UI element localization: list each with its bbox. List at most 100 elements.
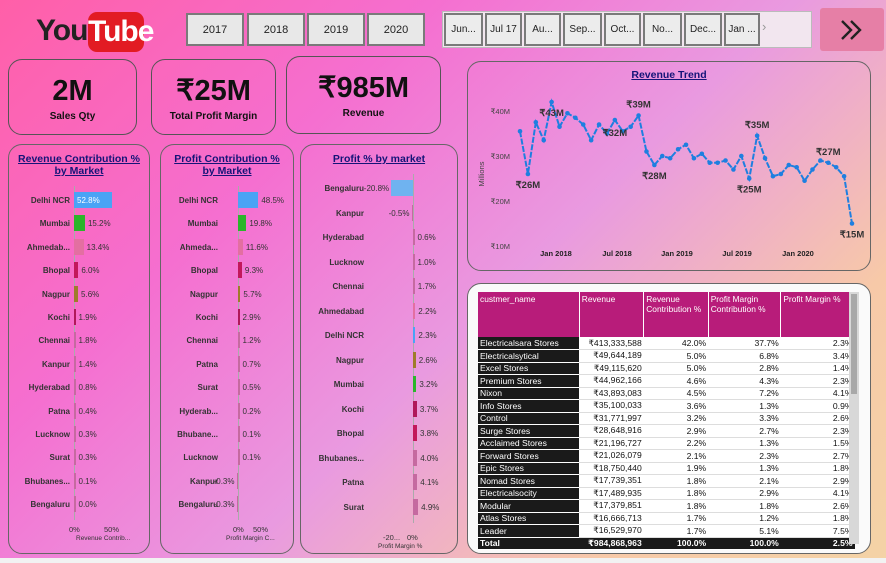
bar[interactable] [74,355,76,372]
scrollbar-thumb[interactable] [851,294,857,394]
table-row[interactable]: Leader ₹16,529,970 1.7% 5.1% 7.5% [478,524,855,538]
customer-name-cell: Electricalsocity [478,487,580,500]
kpi-value: ₹985M [318,72,409,104]
bar[interactable] [74,238,84,255]
bar[interactable] [74,426,76,442]
bar[interactable] [411,204,413,221]
bar[interactable] [238,192,259,208]
bar[interactable] [74,472,76,489]
bar[interactable] [413,425,417,441]
bar[interactable] [74,332,76,349]
bar[interactable] [238,262,242,279]
column-header[interactable]: Profit Margin Contribution % [708,292,782,337]
table-row[interactable]: Premium Stores ₹44,962,166 4.6% 4.3% 2.3% [478,374,855,388]
revenue-trend-chart: ₹40M ₹30M ₹20M ₹10M Millions Jan 2018 Jul 2018… [477,98,865,258]
table-row[interactable]: Nomad Stores ₹17,739,351 1.8% 2.1% 2.9% [478,474,855,488]
table-row[interactable]: Acclaimed Stores ₹21,196,727 2.2% 1.3% 1.5% [478,437,855,450]
bar[interactable] [238,402,240,419]
year-button-2018[interactable]: 2018 [247,13,305,46]
table-row[interactable]: Modular ₹17,379,851 1.8% 1.8% 2.6% [478,499,855,513]
data-label: 5.6% [81,289,100,299]
column-header[interactable]: custmer_name [478,292,580,337]
month-button[interactable]: Jun... [444,13,483,46]
year-button-2019[interactable]: 2019 [307,13,365,46]
bar[interactable] [413,474,418,490]
bar[interactable] [413,498,419,515]
value-cell: 1.2% [708,512,781,525]
bar[interactable] [238,379,240,396]
table-row[interactable]: Control ₹31,771,997 3.2% 3.3% 2.6% [478,412,855,425]
month-button[interactable]: No... [643,13,682,46]
bar[interactable] [238,332,240,349]
bar[interactable] [238,355,240,372]
bar[interactable] [74,402,76,419]
bar[interactable] [238,309,240,325]
bar[interactable] [413,400,417,417]
bar[interactable] [413,253,415,270]
bar[interactable] [238,285,241,302]
axis-tick-label: 0% [69,525,80,534]
table-row[interactable]: Electricalsocity ₹17,489,935 1.8% 2.9% 4.1% [478,487,855,500]
chevron-right-icon[interactable]: › [762,19,767,34]
month-button[interactable]: Dec... [684,13,722,46]
table-row[interactable]: Epic Stores ₹18,750,440 1.9% 1.3% 1.8% [478,462,855,475]
bar[interactable] [238,449,240,466]
bar[interactable] [413,229,415,245]
value-cell: 7.5% [780,524,855,538]
data-label: ₹15M [840,230,865,241]
bar[interactable] [74,309,76,325]
table-row[interactable]: Excel Stores ₹49,115,620 5.0% 2.8% 1.4% [478,362,855,375]
bar[interactable] [238,238,243,255]
bar[interactable] [236,472,238,489]
bar[interactable] [74,262,79,279]
data-label: 0.5% [242,383,261,393]
bar[interactable] [238,215,247,232]
value-cell: 1.3% [708,437,781,450]
table-row[interactable]: Surge Stores ₹28,648,916 2.9% 2.7% 2.3% [478,424,855,438]
data-point [604,131,610,136]
table-row[interactable]: Forward Stores ₹21,026,079 2.1% 2.3% 2.7% [478,449,855,463]
month-button[interactable]: Jul 17 [485,13,522,46]
year-button-2017[interactable]: 2017 [186,13,244,46]
table-scrollbar[interactable] [849,292,859,544]
bar[interactable] [413,327,416,343]
table-row[interactable]: Atlas Stores ₹16,666,713 1.7% 1.2% 1.8% [478,512,855,525]
bar[interactable] [74,192,113,208]
table-row[interactable]: Info Stores ₹35,100,033 3.6% 1.3% 0.9% [478,399,855,413]
column-header[interactable]: Revenue Contribution % [643,292,709,337]
bar[interactable] [74,285,79,302]
customer-name-cell: Nomad Stores [478,474,580,488]
month-button[interactable]: Sep... [563,13,602,46]
axis-tick-label: 0% [407,533,418,542]
data-label: 1.8% [78,336,97,346]
bar[interactable] [413,351,416,368]
data-label: 2.6% [418,355,437,365]
bar[interactable] [74,215,85,232]
value-cell: 2.3% [780,374,855,388]
value-cell: 2.1% [643,449,709,463]
bar[interactable] [413,278,415,294]
data-label: 6.0% [81,266,100,276]
revenue-trend-panel: Revenue Trend ₹40M ₹30M ₹20M ₹10M Millions Ja… [467,61,871,271]
bar[interactable] [413,302,416,319]
bar[interactable] [238,426,240,442]
month-button[interactable]: Jan ... [724,13,760,46]
bar[interactable] [236,496,238,513]
table-row[interactable]: Electricalsytical ₹49,644,189 5.0% 6.8% 3.4% [478,349,855,363]
table-row[interactable]: Electricalsara Stores ₹413,333,588 42.0% 37… [478,337,855,350]
bar[interactable] [413,449,418,466]
next-page-button[interactable] [820,8,884,51]
month-button[interactable]: Oct... [604,13,641,46]
category-label: Surat [343,502,364,512]
column-header[interactable]: Profit Margin % [780,292,855,337]
bar[interactable] [391,180,413,196]
data-label: ₹32M [603,128,628,139]
column-header[interactable]: Revenue [579,292,645,337]
month-button[interactable]: Au... [524,13,561,46]
bar[interactable] [74,496,76,513]
bar[interactable] [74,449,76,466]
bar[interactable] [413,376,417,392]
table-row[interactable]: Nixon ₹43,893,083 4.5% 7.2% 4.1% [478,387,855,400]
bar[interactable] [74,379,76,396]
year-button-2020[interactable]: 2020 [367,13,425,46]
